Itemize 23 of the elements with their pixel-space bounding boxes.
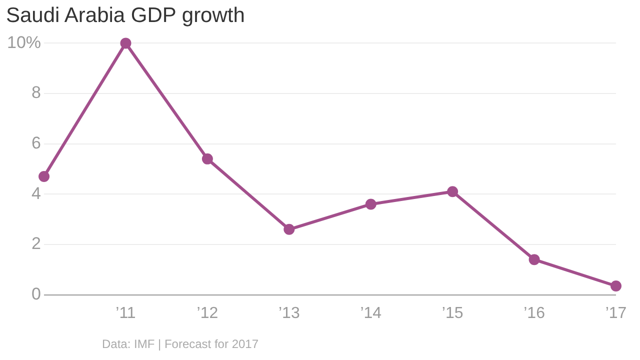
point <box>365 198 376 210</box>
point <box>38 171 50 182</box>
point <box>202 153 213 164</box>
x-tick-label: ’15 <box>442 304 464 322</box>
x-tick-label: ’16 <box>524 304 546 322</box>
text: Data: IMF | Forecast for 2017 <box>102 337 259 351</box>
point <box>120 38 132 49</box>
chart-title: Saudi Arabia GDP growth <box>6 4 245 28</box>
x-tick-label: ’14 <box>360 304 382 322</box>
point <box>284 224 295 235</box>
y-tick-label: 0 <box>32 284 42 304</box>
x-tick-label: ’12 <box>196 304 218 322</box>
y-tick-label: 6 <box>32 134 42 153</box>
y-tick-label: 2 <box>32 234 42 254</box>
point <box>447 186 458 198</box>
y-tick-label: 8 <box>32 83 42 102</box>
y-tick-label: 4 <box>32 184 42 203</box>
x-tick-label: ’11 <box>116 304 136 322</box>
point <box>610 280 622 292</box>
x-tick-label: ’17 <box>605 304 627 322</box>
y-tick-label: 10% <box>6 32 42 52</box>
x-tick-label: ’13 <box>278 304 300 322</box>
point <box>528 254 540 266</box>
